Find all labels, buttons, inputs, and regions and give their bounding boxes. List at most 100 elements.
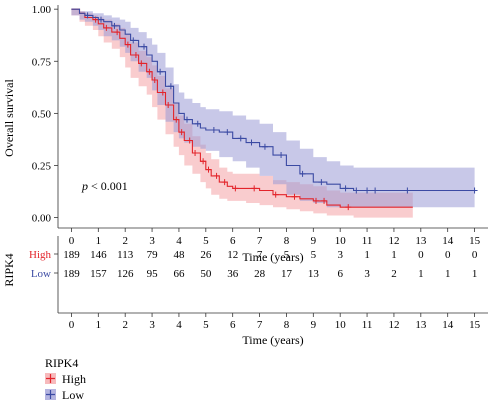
censor-mark-low bbox=[342, 185, 349, 192]
censor-mark-low bbox=[130, 37, 137, 44]
censor-mark-low bbox=[372, 187, 379, 194]
censor-mark-high bbox=[165, 102, 172, 109]
risk-count: 3 bbox=[337, 249, 343, 261]
risk-x-tick-label: 13 bbox=[415, 319, 427, 331]
y-axis-label: Overall survival bbox=[2, 79, 16, 157]
risk-x-tick-label: 8 bbox=[284, 319, 290, 331]
x-tick-label: 2 bbox=[122, 235, 128, 247]
risk-count: 6 bbox=[337, 268, 343, 280]
censor-mark-high bbox=[213, 172, 220, 179]
x-tick-label: 1 bbox=[96, 235, 102, 247]
risk-count: 1 bbox=[418, 268, 424, 280]
censor-mark-low bbox=[278, 152, 285, 159]
risk-count: 126 bbox=[117, 268, 134, 280]
risk-x-tick-label: 15 bbox=[469, 319, 481, 331]
risk-count: 0 bbox=[445, 249, 451, 261]
y-tick-label: 0.25 bbox=[32, 160, 52, 172]
y-tick-label: 0.75 bbox=[32, 56, 52, 68]
risk-count: 189 bbox=[63, 268, 80, 280]
legend-label-high: High bbox=[62, 372, 86, 386]
risk-x-tick-label: 4 bbox=[176, 319, 182, 331]
x-tick-label: 4 bbox=[176, 235, 182, 247]
risk-count: 2 bbox=[391, 268, 397, 280]
censor-mark-low bbox=[210, 127, 217, 134]
censor-mark-high bbox=[159, 89, 166, 96]
x-tick-label: 9 bbox=[311, 235, 317, 247]
y-tick-label: 0.00 bbox=[32, 213, 52, 225]
censor-mark-high bbox=[138, 60, 145, 67]
legend-marker-low bbox=[46, 390, 55, 399]
risk-count: 66 bbox=[173, 268, 185, 280]
y-tick-label: 0.50 bbox=[32, 108, 52, 120]
y-tick-label: 1.00 bbox=[32, 4, 52, 16]
censor-mark-low bbox=[184, 116, 190, 123]
censor-mark-low bbox=[261, 143, 268, 150]
risk-count: 17 bbox=[281, 268, 293, 280]
x-tick-label: 0 bbox=[69, 235, 75, 247]
censor-mark-low bbox=[111, 22, 118, 29]
x-tick-label: 13 bbox=[415, 235, 427, 247]
censor-mark-low bbox=[353, 187, 360, 194]
censor-mark-low bbox=[364, 187, 371, 194]
x-tick-label: 3 bbox=[149, 235, 155, 247]
censor-mark-low bbox=[84, 12, 91, 19]
censor-mark-low bbox=[157, 68, 164, 75]
censor-mark-high bbox=[321, 197, 328, 204]
censor-mark-high bbox=[345, 204, 352, 211]
risk-count: 3 bbox=[364, 268, 370, 280]
x-tick-label: 10 bbox=[335, 235, 347, 247]
censor-mark-low bbox=[248, 139, 255, 146]
censor-mark-high bbox=[103, 24, 110, 31]
x-tick-label: 12 bbox=[388, 235, 399, 247]
risk-count: 189 bbox=[63, 249, 80, 261]
legend-marker-high bbox=[46, 374, 55, 383]
risk-x-tick-label: 9 bbox=[311, 319, 317, 331]
censor-mark-high bbox=[132, 52, 139, 59]
censor-mark-low bbox=[237, 135, 244, 142]
censor-mark-high bbox=[251, 185, 258, 192]
risk-count: 12 bbox=[227, 249, 238, 261]
censor-mark-low bbox=[471, 187, 478, 194]
risk-count: 5 bbox=[284, 249, 290, 261]
x-tick-label: 6 bbox=[230, 235, 236, 247]
risk-x-tick-label: 7 bbox=[257, 319, 263, 331]
censor-mark-high bbox=[192, 149, 199, 156]
risk-x-tick-label: 12 bbox=[388, 319, 399, 331]
censor-mark-high bbox=[151, 77, 158, 84]
legend-label-low: Low bbox=[62, 388, 84, 402]
risk-count: 157 bbox=[90, 268, 107, 280]
censor-mark-low bbox=[318, 179, 325, 186]
risk-count: 7 bbox=[257, 249, 263, 261]
risk-x-tick-label: 11 bbox=[362, 319, 373, 331]
censor-mark-high bbox=[124, 41, 131, 48]
risk-count: 1 bbox=[445, 268, 451, 280]
p-symbol: p bbox=[81, 179, 88, 193]
risk-count: 146 bbox=[90, 249, 107, 261]
risk-count: 113 bbox=[117, 249, 134, 261]
risk-count: 0 bbox=[418, 249, 424, 261]
risk-count: 1 bbox=[364, 249, 370, 261]
risk-row-label-low: Low bbox=[31, 268, 51, 280]
risk-count: 48 bbox=[173, 249, 185, 261]
risk-count: 1 bbox=[472, 268, 478, 280]
risk-count: 5 bbox=[311, 249, 317, 261]
censor-mark-high bbox=[205, 166, 212, 173]
risk-table-title: RIPK4 bbox=[2, 253, 16, 286]
x-tick-label: 7 bbox=[257, 235, 263, 247]
censor-mark-high bbox=[313, 197, 319, 204]
ci-band-low bbox=[71, 9, 475, 208]
risk-count: 50 bbox=[200, 268, 212, 280]
censor-mark-low bbox=[224, 129, 231, 136]
legend: High Low bbox=[45, 372, 86, 402]
risk-count: 13 bbox=[308, 268, 320, 280]
x-tick-label: 5 bbox=[203, 235, 209, 247]
censor-mark-high bbox=[200, 158, 207, 165]
censor-mark-high bbox=[291, 193, 298, 200]
censor-mark-high bbox=[146, 68, 153, 75]
censor-mark-high bbox=[186, 137, 193, 144]
risk-count: 26 bbox=[200, 249, 212, 261]
risk-row-label-high: High bbox=[29, 249, 52, 261]
risk-x-tick-label: 2 bbox=[122, 319, 128, 331]
p-value-label: p < 0.001 bbox=[81, 179, 128, 193]
risk-count: 1 bbox=[391, 249, 397, 261]
